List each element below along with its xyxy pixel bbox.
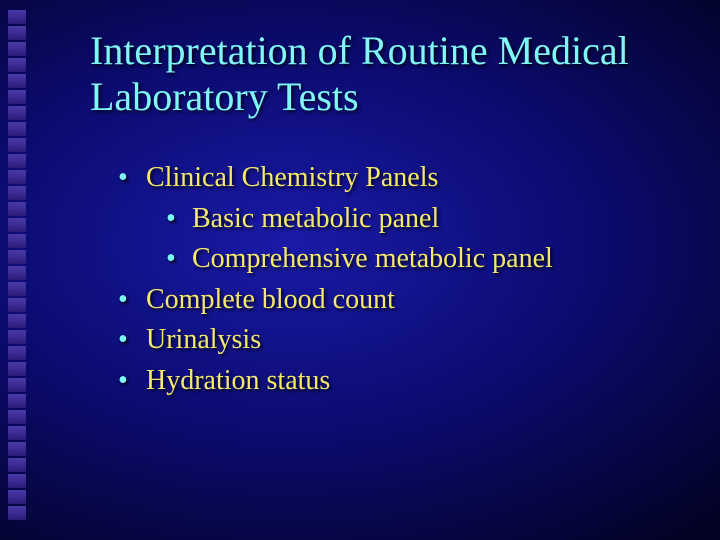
- decor-square: [8, 314, 26, 328]
- decor-square: [8, 186, 26, 200]
- slide-container: Interpretation of Routine Medical Labora…: [90, 28, 680, 402]
- decor-square: [8, 218, 26, 232]
- decor-square: [8, 266, 26, 280]
- decor-square: [8, 106, 26, 120]
- decor-square: [8, 74, 26, 88]
- list-item: Complete blood count: [118, 280, 680, 321]
- decor-square: [8, 362, 26, 376]
- list-item: Hydration status: [118, 361, 680, 402]
- list-item: Urinalysis: [118, 320, 680, 361]
- decor-square: [8, 10, 26, 24]
- decor-square: [8, 138, 26, 152]
- slide-title: Interpretation of Routine Medical Labora…: [90, 28, 680, 120]
- decor-square: [8, 490, 26, 504]
- decor-square: [8, 298, 26, 312]
- decor-square: [8, 378, 26, 392]
- bullet-text: Clinical Chemistry Panels: [146, 162, 438, 193]
- decor-square: [8, 250, 26, 264]
- bullet-text: Hydration status: [146, 365, 330, 396]
- decor-square: [8, 474, 26, 488]
- decor-square: [8, 394, 26, 408]
- bullet-text: Complete blood count: [146, 284, 395, 315]
- decor-square: [8, 90, 26, 104]
- list-item: Clinical Chemistry Panels Basic metaboli…: [118, 158, 680, 280]
- bullet-text: Urinalysis: [146, 324, 261, 355]
- decor-square: [8, 202, 26, 216]
- bullet-list: Clinical Chemistry Panels Basic metaboli…: [118, 158, 680, 402]
- decor-square: [8, 58, 26, 72]
- decor-square: [8, 234, 26, 248]
- decor-square: [8, 506, 26, 520]
- decor-square: [8, 26, 26, 40]
- decorative-left-column: [8, 10, 26, 530]
- decor-square: [8, 170, 26, 184]
- decor-square: [8, 410, 26, 424]
- decor-square: [8, 346, 26, 360]
- decor-square: [8, 426, 26, 440]
- decor-square: [8, 122, 26, 136]
- decor-square: [8, 282, 26, 296]
- decor-square: [8, 442, 26, 456]
- decor-square: [8, 330, 26, 344]
- decor-square: [8, 154, 26, 168]
- decor-square: [8, 42, 26, 56]
- decor-square: [8, 458, 26, 472]
- list-item: Basic metabolic panel: [166, 199, 680, 240]
- bullet-text: Comprehensive metabolic panel: [192, 243, 553, 274]
- sub-bullet-list: Basic metabolic panel Comprehensive meta…: [166, 199, 680, 280]
- bullet-text: Basic metabolic panel: [192, 203, 439, 234]
- list-item: Comprehensive metabolic panel: [166, 239, 680, 280]
